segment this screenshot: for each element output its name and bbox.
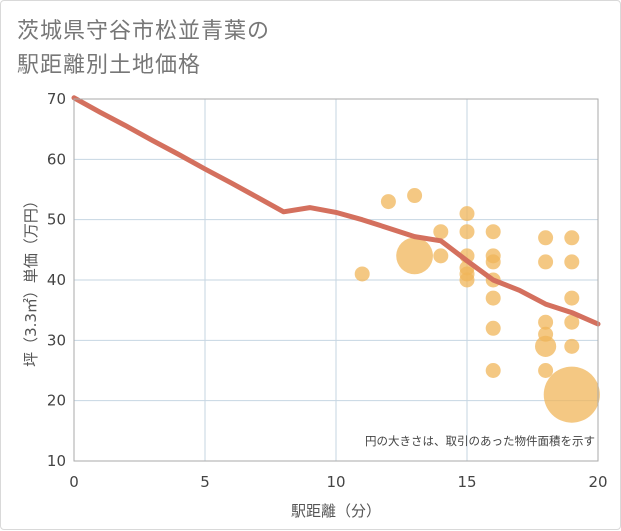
- bubble-point-14: [485, 254, 501, 270]
- trend-line: [71, 95, 601, 327]
- chart-title: 茨城県守谷市松並青葉の 駅距離別土地価格: [17, 15, 417, 83]
- bubble-point-17: [485, 320, 501, 336]
- size-legend-note: 円の大きさは、取引のあった物件面積を示す: [365, 434, 595, 448]
- x-axis-ticks: 0 5 10 15 20: [69, 473, 607, 491]
- x-tick-label-0: 0: [69, 473, 79, 491]
- x-tick-label-20: 20: [588, 473, 607, 491]
- y-tick-label-10: 10: [47, 452, 66, 470]
- bubble-point-3: [396, 237, 433, 275]
- chart-title-line-2: 駅距離別土地価格: [17, 53, 202, 78]
- bubble-point-28: [564, 314, 580, 330]
- bubble-point-1: [380, 194, 396, 210]
- bubble-point-26: [564, 254, 580, 270]
- x-tick-label-15: 15: [457, 473, 476, 491]
- y-tick-label-60: 60: [47, 150, 66, 168]
- bubble-point-16: [485, 290, 501, 306]
- grid-lines: [73, 98, 599, 462]
- bubble-point-6: [459, 206, 475, 222]
- y-tick-label-30: 30: [47, 331, 66, 349]
- bubble-point-2: [407, 188, 423, 204]
- bubble-point-23: [534, 335, 557, 357]
- bubble-point-5: [433, 248, 449, 264]
- bubble-series: [354, 188, 600, 423]
- bubble-point-0: [354, 266, 370, 282]
- y-axis-ticks: 10 20 30 40 50 60 70: [47, 90, 66, 470]
- bubble-point-12: [485, 224, 501, 240]
- plot-border: [73, 98, 599, 462]
- x-axis-label: 駅距離（分）: [291, 502, 381, 520]
- bubble-point-30: [543, 366, 600, 423]
- y-tick-label-40: 40: [47, 271, 66, 289]
- x-tick-label-10: 10: [326, 473, 345, 491]
- bubble-point-7: [459, 224, 475, 240]
- y-tick-label-70: 70: [47, 90, 66, 108]
- chart-title-line-1: 茨城県守谷市松並青葉の: [17, 19, 271, 44]
- x-tick-label-5: 5: [200, 473, 210, 491]
- bubble-point-27: [564, 290, 580, 306]
- bubble-point-11: [459, 272, 475, 288]
- bubble-point-21: [538, 314, 554, 330]
- bubble-point-18: [485, 363, 501, 378]
- bubble-point-19: [538, 230, 554, 246]
- bubble-point-25: [564, 230, 580, 246]
- y-tick-label-20: 20: [47, 392, 66, 410]
- bubble-point-4: [433, 224, 449, 240]
- y-axis-label: 坪（3.3㎡）単価（万円）: [22, 193, 40, 367]
- bubble-point-29: [564, 338, 580, 354]
- y-tick-label-50: 50: [47, 211, 66, 229]
- bubble-point-20: [538, 254, 554, 270]
- bubble-point-24: [538, 363, 554, 378]
